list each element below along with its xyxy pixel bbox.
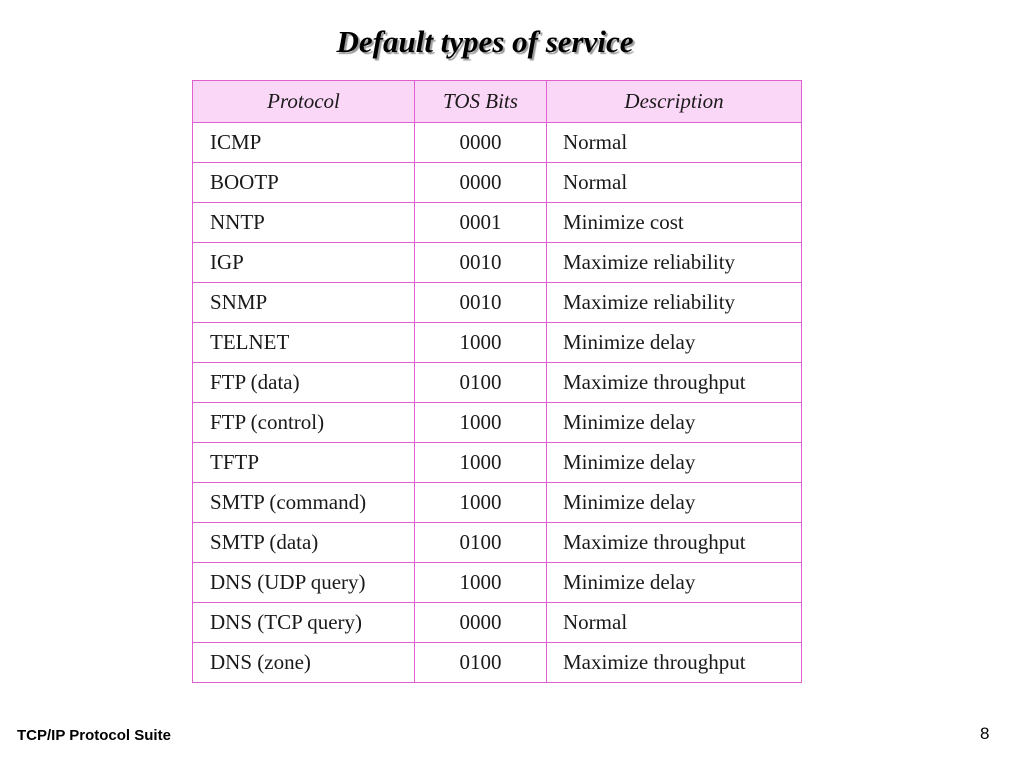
tos-bits-cell: 1000 (414, 482, 547, 523)
description-cell: Maximize throughput (546, 362, 802, 403)
tos-bits-cell: 1000 (414, 402, 547, 443)
description-cell: Maximize throughput (546, 642, 802, 683)
table-row: FTP (control) 1000 Minimize delay (192, 402, 802, 443)
tos-bits-cell: 0000 (414, 122, 547, 163)
tos-bits-cell: 0100 (414, 642, 547, 683)
description-cell: Minimize delay (546, 442, 802, 483)
protocol-cell: SMTP (command) (192, 482, 415, 523)
description-cell: Maximize reliability (546, 242, 802, 283)
description-cell: Normal (546, 122, 802, 163)
table-row: SMTP (data) 0100 Maximize throughput (192, 522, 802, 563)
table-row: DNS (UDP query) 1000 Minimize delay (192, 562, 802, 603)
description-cell: Minimize delay (546, 322, 802, 363)
protocol-cell: TFTP (192, 442, 415, 483)
description-cell: Maximize reliability (546, 282, 802, 323)
tos-bits-cell: 0010 (414, 242, 547, 283)
table-row: BOOTP 0000 Normal (192, 162, 802, 203)
page-number: 8 (980, 724, 990, 743)
tos-bits-cell: 1000 (414, 442, 547, 483)
description-cell: Minimize delay (546, 402, 802, 443)
protocol-cell: DNS (UDP query) (192, 562, 415, 603)
protocol-cell: FTP (data) (192, 362, 415, 403)
tos-bits-cell: 1000 (414, 322, 547, 363)
table-row: ICMP 0000 Normal (192, 122, 802, 163)
tos-bits-cell: 0100 (414, 522, 547, 563)
table-header-row: Protocol TOS Bits Description (192, 80, 802, 123)
protocol-cell: DNS (TCP query) (192, 602, 415, 643)
protocol-cell: SNMP (192, 282, 415, 323)
tos-bits-cell: 1000 (414, 562, 547, 603)
protocol-cell: SMTP (data) (192, 522, 415, 563)
description-cell: Minimize delay (546, 562, 802, 603)
protocol-cell: FTP (control) (192, 402, 415, 443)
table-row: IGP 0010 Maximize reliability (192, 242, 802, 283)
slide-title: Default types of service (336, 24, 634, 59)
table-row: DNS (TCP query) 0000 Normal (192, 602, 802, 643)
table-row: TELNET 1000 Minimize delay (192, 322, 802, 363)
description-cell: Normal (546, 602, 802, 643)
description-cell: Maximize throughput (546, 522, 802, 563)
tos-table: Protocol TOS Bits Description ICMP 0000 … (192, 80, 802, 683)
tos-bits-cell: 0000 (414, 602, 547, 643)
table-row: NNTP 0001 Minimize cost (192, 202, 802, 243)
protocol-cell: BOOTP (192, 162, 415, 203)
description-cell: Minimize cost (546, 202, 802, 243)
protocol-cell: NNTP (192, 202, 415, 243)
protocol-cell: DNS (zone) (192, 642, 415, 683)
footer-text: TCP/IP Protocol Suite (17, 727, 171, 744)
table-row: SMTP (command) 1000 Minimize delay (192, 482, 802, 523)
header-description: Description (546, 80, 802, 123)
table-row: FTP (data) 0100 Maximize throughput (192, 362, 802, 403)
protocol-cell: IGP (192, 242, 415, 283)
description-cell: Normal (546, 162, 802, 203)
tos-bits-cell: 0100 (414, 362, 547, 403)
table-row: DNS (zone) 0100 Maximize throughput (192, 642, 802, 683)
protocol-cell: ICMP (192, 122, 415, 163)
tos-bits-cell: 0000 (414, 162, 547, 203)
tos-bits-cell: 0001 (414, 202, 547, 243)
header-protocol: Protocol (192, 80, 415, 123)
tos-bits-cell: 0010 (414, 282, 547, 323)
description-cell: Minimize delay (546, 482, 802, 523)
table-row: SNMP 0010 Maximize reliability (192, 282, 802, 323)
protocol-cell: TELNET (192, 322, 415, 363)
table-row: TFTP 1000 Minimize delay (192, 442, 802, 483)
header-tos-bits: TOS Bits (414, 80, 547, 123)
